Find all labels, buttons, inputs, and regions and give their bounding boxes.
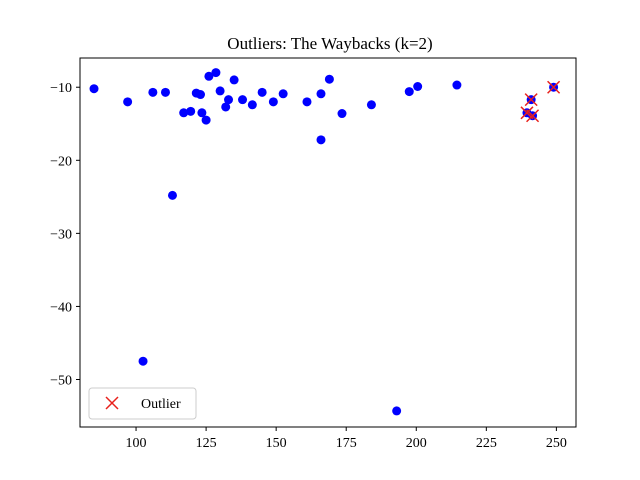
y-tick-label-20: −20 <box>50 154 72 169</box>
x-tick-label-125: 125 <box>196 436 217 451</box>
data-point-14 <box>215 86 225 96</box>
data-point-10 <box>197 108 207 118</box>
data-point-27 <box>337 109 347 119</box>
data-point-4 <box>160 87 170 97</box>
data-point-0 <box>89 84 99 94</box>
data-point-13 <box>211 68 221 78</box>
data-point-24 <box>316 89 326 99</box>
y-tick-label-50: −50 <box>50 374 72 389</box>
data-point-19 <box>247 100 257 110</box>
data-point-9 <box>195 90 205 100</box>
data-point-5 <box>167 190 177 200</box>
legend-marker-x-icon <box>105 396 119 410</box>
data-point-21 <box>268 97 278 107</box>
legend-box <box>88 387 197 420</box>
data-point-30 <box>404 87 414 97</box>
x-tick-label-200: 200 <box>406 436 427 451</box>
axis-ticks: 100 125 150 175 200 225 250 −10 −20 −30 −40 −50 <box>50 81 567 451</box>
data-point-1 <box>123 97 133 107</box>
data-point-11 <box>201 115 211 125</box>
x-tick-label-225: 225 <box>476 436 497 451</box>
x-tick-label-100: 100 <box>126 436 147 451</box>
data-point-26 <box>324 74 334 84</box>
x-tick-label-250: 250 <box>546 436 567 451</box>
data-point-28 <box>366 100 376 110</box>
legend: Outlier <box>88 387 197 420</box>
chart-title: Outliers: The Waybacks (k=2) <box>227 34 432 53</box>
data-point-16 <box>224 95 234 105</box>
data-point-6 <box>179 108 189 118</box>
legend-label-outlier: Outlier <box>141 397 181 412</box>
data-point-23 <box>302 97 312 107</box>
data-point-15 <box>221 102 231 112</box>
y-tick-label-30: −30 <box>50 227 72 242</box>
data-point-29 <box>392 406 402 416</box>
data-point-3 <box>148 87 158 97</box>
data-point-32 <box>452 80 462 90</box>
data-point-12 <box>204 71 214 81</box>
axes-frame <box>79 57 577 428</box>
outlier-marker-2 <box>526 109 540 123</box>
data-point-20 <box>257 87 267 97</box>
data-point-2 <box>138 356 148 366</box>
plot-area <box>89 68 561 416</box>
y-tick-label-40: −40 <box>50 300 72 315</box>
data-point-25 <box>316 135 326 145</box>
data-point-31 <box>413 81 423 91</box>
data-point-18 <box>238 95 248 105</box>
data-point-17 <box>229 75 239 85</box>
x-tick-label-175: 175 <box>336 436 357 451</box>
data-point-7 <box>186 106 196 116</box>
outlier-marker-1 <box>524 93 538 107</box>
outlier-marker-3 <box>547 80 561 94</box>
y-tick-label-10: −10 <box>50 81 72 96</box>
x-tick-label-150: 150 <box>266 436 287 451</box>
data-point-22 <box>278 89 288 99</box>
